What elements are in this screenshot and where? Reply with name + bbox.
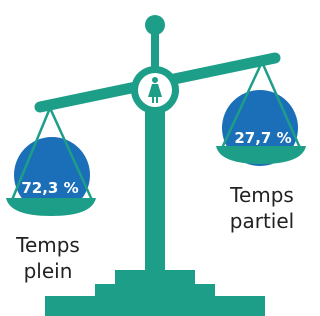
pan-bowl [6, 198, 96, 216]
pan-label: partiel [230, 209, 294, 233]
value-label: 27,7 % [234, 129, 291, 147]
pan-label: Temps [15, 233, 80, 257]
pillar [145, 95, 165, 275]
base [45, 296, 265, 316]
page: 72,3 % Temps plein 27,7 % Temps partiel … [0, 0, 320, 316]
value-label: 72,3 % [21, 179, 78, 197]
scale-infographic: 72,3 % Temps plein 27,7 % Temps partiel [0, 0, 310, 316]
pan-bowl [216, 146, 306, 164]
pan-label: plein [24, 259, 73, 283]
pan-label: Temps [229, 183, 294, 207]
base-step [95, 284, 215, 298]
